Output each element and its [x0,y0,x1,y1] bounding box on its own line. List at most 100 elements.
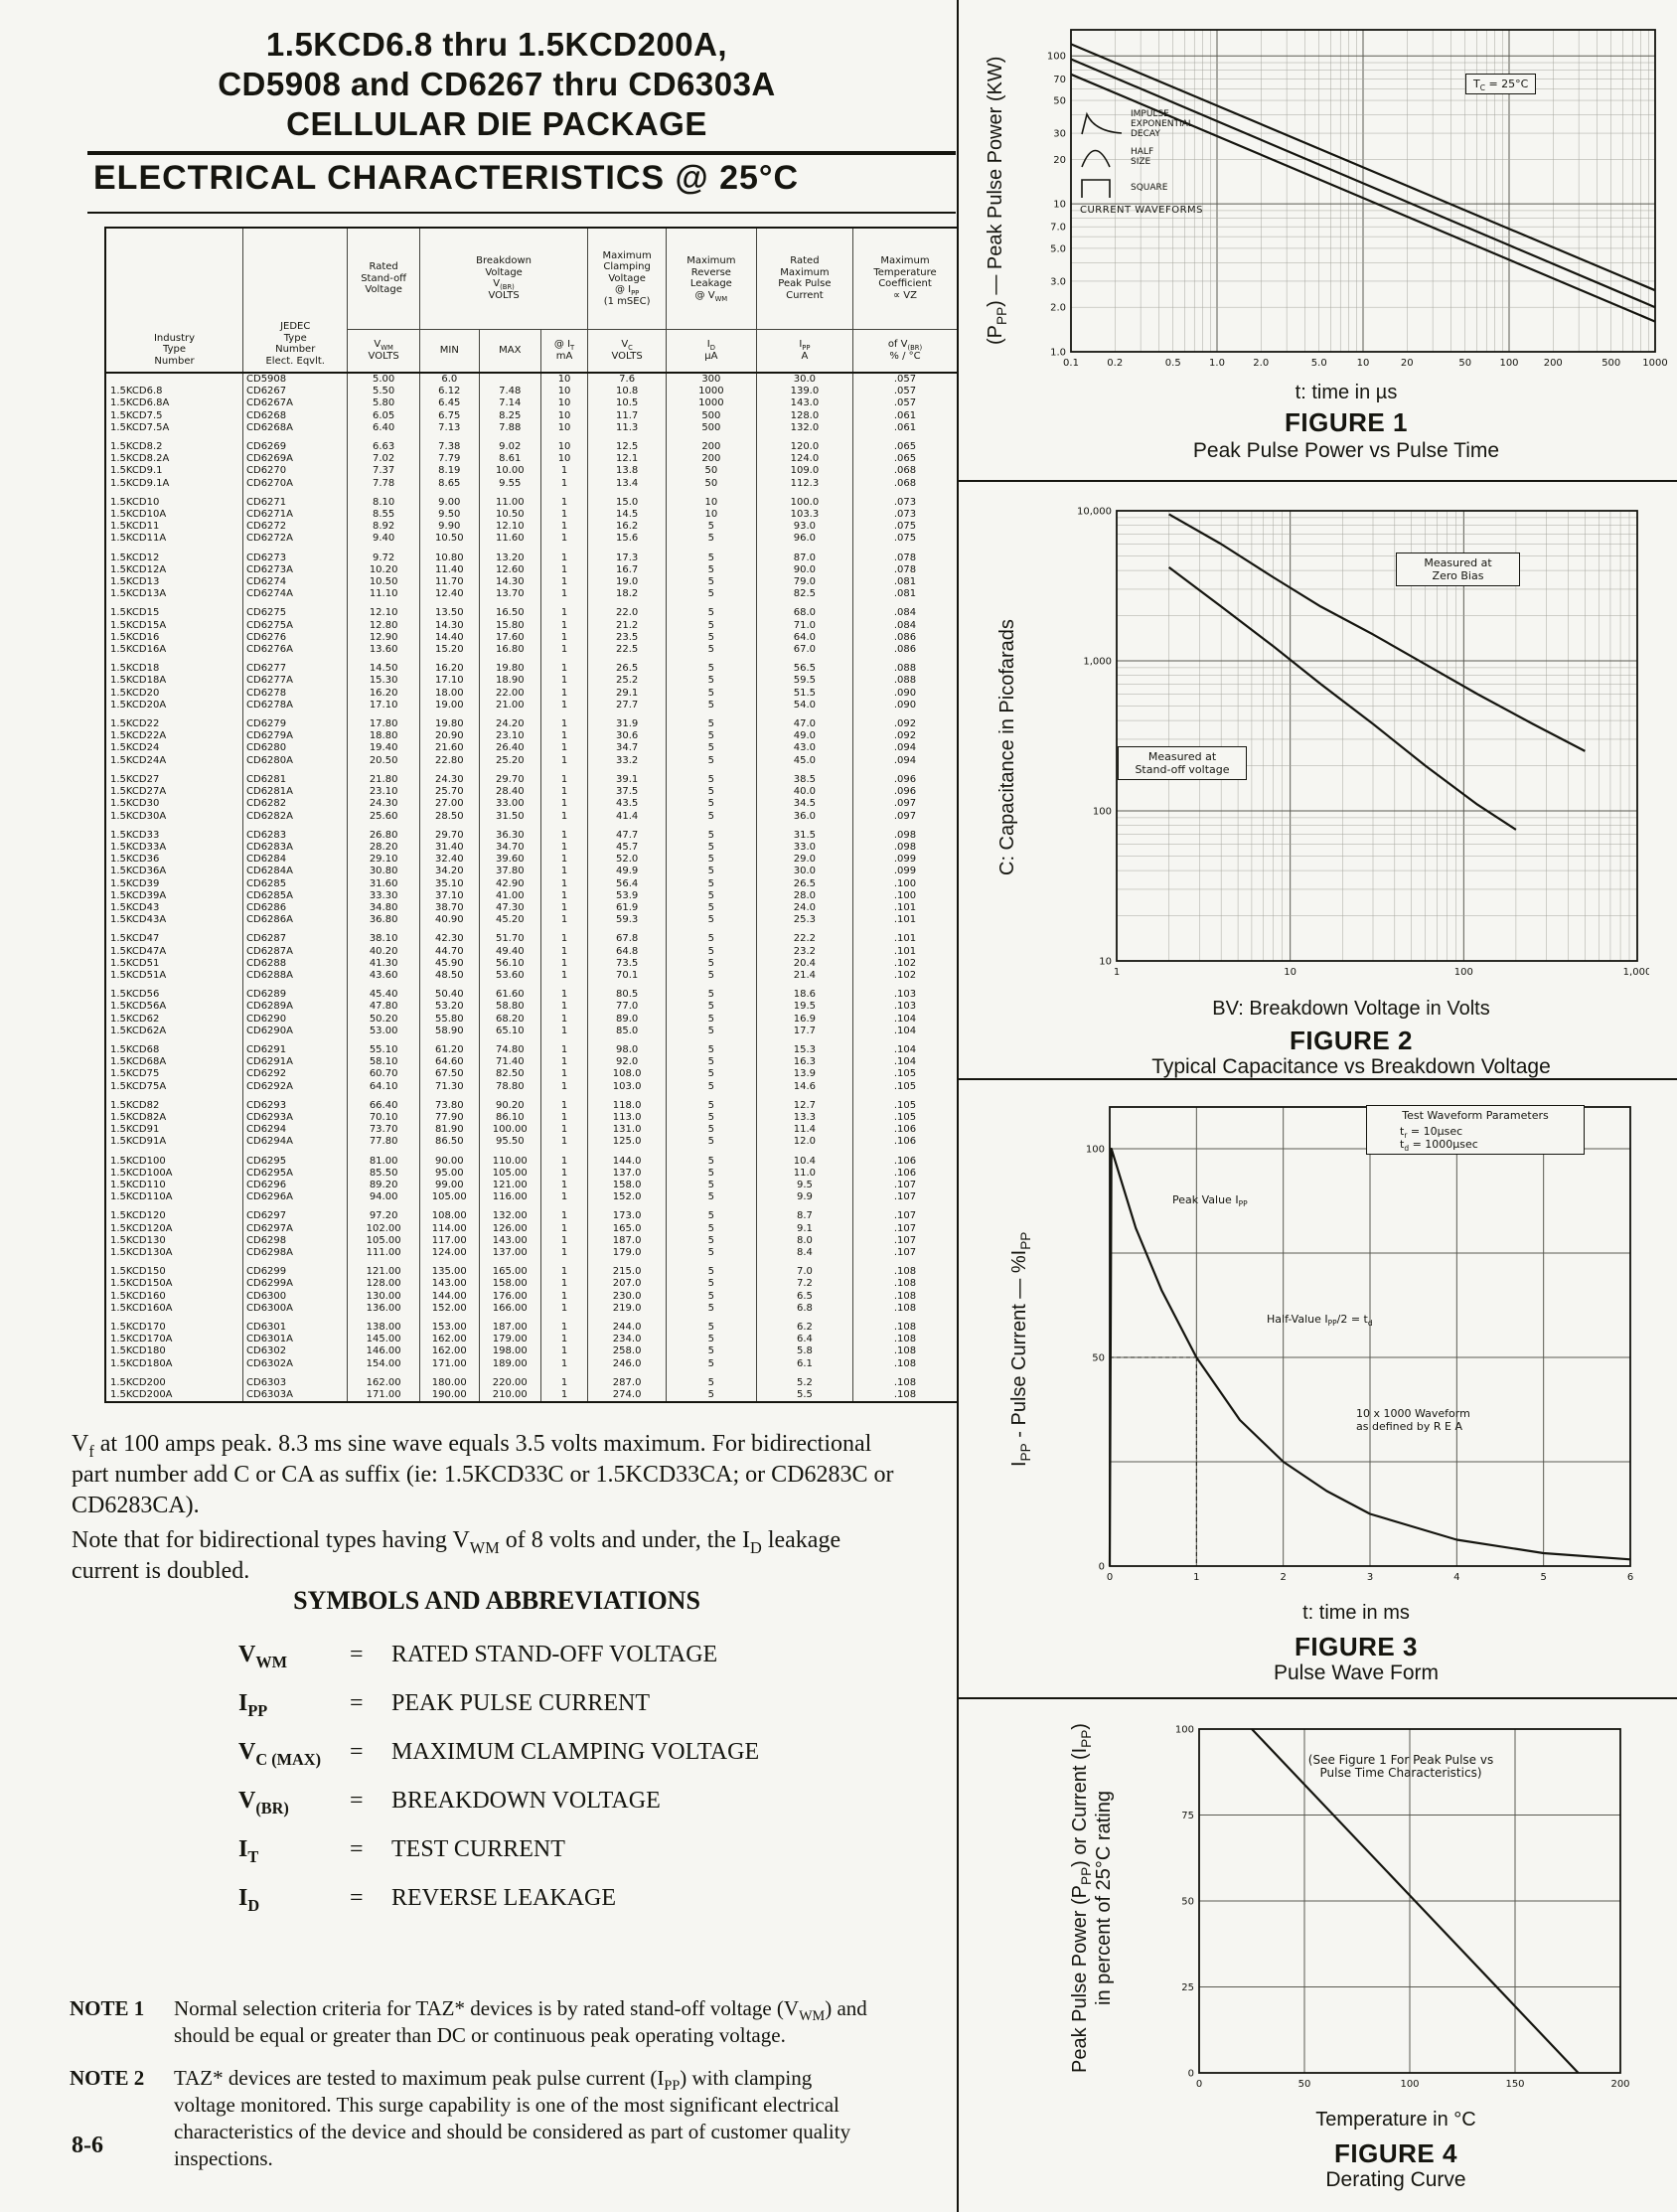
grid [1109,1107,1631,1567]
y-tick-label: 0 [1099,1562,1105,1573]
body-text: Vf at 100 amps peak. 8.3 ms sine wave eq… [72,1429,914,1591]
figure2-xlabel: BV: Breakdown Voltage in Volts [1212,998,1490,1020]
column-divider [957,0,959,2212]
figure4-number: FIGURE 4 [1334,2138,1457,2168]
inset-row-square: SQUARE [1080,175,1308,201]
x-tick-label: 1 [1193,1572,1199,1583]
grid [1198,1728,1621,2074]
table-row: 1.5KCD43 CD6286 34.80 38.70 47.30 1 61.9 5 24.0.… [104,901,959,915]
figure2-standoff-label: Measured at Stand-off voltage [1118,746,1247,780]
table-row: 1.5KCD56A CD6289A 47.80 53.20 58.80 1 77.0 5 19.… [104,1001,959,1014]
table-row: 1.5KCD16 CD6276 12.90 14.40 17.60 1 23.5 5 64.0.… [104,631,959,645]
table-row: 1.5KCD120A CD6297A 102.00 114.00 126.00 1 165.… [104,1222,959,1235]
inset-title: CURRENT WAVEFORMS [1080,205,1204,216]
table-row: 1.5KCD7.5 CD6268 6.05 6.75 8.25 10 11.7 500 128.… [104,409,959,422]
y-tick-label: 5.0 [1050,243,1066,254]
note-2: NOTE 2 TAZ* devices are tested to maximu… [70,2065,909,2172]
table-row: 1.5KCD51 CD6288 41.30 45.90 56.10 1 73.5 5 20.4.… [104,957,959,970]
y-tick-label: 50 [1181,1897,1194,1908]
figure-divider-3 [957,1697,1677,1699]
table-row: 1.5KCD75 CD6292 60.70 67.50 82.50 1 108.0 5 13.9… [104,1068,959,1081]
symbol-definition: V(BR) = BREAKDOWN VOLTAGE [238,1788,874,1816]
series-line [1251,1728,1580,2074]
table-row: 1.5KCD130 CD6298 105.00 117.00 143.00 1 187.0 5… [104,1234,959,1247]
plot-border [1070,29,1656,353]
title-line3: CELLULAR DIE PACKAGE [286,105,707,142]
symbol-definition: ID = REVERSE LEAKAGE [238,1885,874,1915]
note2-label: NOTE 2 [70,2066,145,2090]
y-tick-label: 70 [1053,75,1066,85]
x-tick-label: 0.5 [1165,358,1181,369]
figure1-chart: 0.1 0.2 0.5 1.0 2.0 5.0 10 20 50 100 200 500 1000 100… [1047,29,1668,369]
table-row: 1.5KCD22A CD6279A 18.80 20.90 23.10 1 30.6 5 49.… [104,730,959,743]
symbol: ID [238,1885,260,1915]
table-row: 1.5KCD160A CD6300A 136.00 152.00 166.00 1 219.… [104,1302,959,1316]
x-tick-label: 50 [1458,358,1471,369]
y-tick-label: 10 [1053,200,1066,211]
col-header-standoff: Rated Stand-off Voltage [347,228,420,330]
definition: BREAKDOWN VOLTAGE [391,1788,661,1814]
group-spacer [104,982,959,990]
equals-sign: = [350,1788,364,1814]
table-row: 1.5KCD180A CD6302A 154.00 171.00 189.00 1 246.… [104,1357,959,1370]
figure3-ylabel: IPP - Pulse Current — %IPP [1008,1231,1033,1467]
table-row: 1.5KCD82A CD6293A 70.10 77.90 86.10 1 113.0 5 13… [104,1111,959,1125]
note1-label: NOTE 1 [70,1996,145,2020]
x-tick-label: 150 [1505,2079,1524,2090]
table-row: 1.5KCD200 CD6303 162.00 180.00 220.00 1 287.0 5… [104,1376,959,1390]
x-tick-label: 1000 [1642,358,1667,369]
table-row: 1.5KCD170 CD6301 138.00 153.00 187.00 1 244.0 5… [104,1322,959,1335]
x-tick-label: 3 [1367,1572,1373,1583]
table-row: 1.5KCD68 CD6291 55.10 61.20 74.80 1 98.0 5 15.3.… [104,1043,959,1057]
figure1-tc-label: TC = 25°C [1465,74,1537,94]
plot-border [1116,510,1638,962]
note-1: NOTE 1 Normal selection criteria for TAZ… [70,1995,909,2049]
group-spacer [104,1259,959,1267]
current-waveforms-inset: IMPULSE EXPONENTIAL DECAY HALF SIZE SQUARE … [1080,109,1308,216]
y-tick-label: 3.0 [1050,276,1066,287]
table-row: 1.5KCD39A CD6285A 33.30 37.10 41.00 1 53.9 5 28.… [104,889,959,902]
col-header-pulse: Rated Maximum Peak Pulse Current [755,228,854,330]
group-spacer [104,489,959,497]
title-divider [87,151,956,155]
x-tick-label: 1 [1114,967,1120,978]
figure-divider-2 [957,1078,1677,1080]
title-line2: CD5908 and CD6267 thru CD6303A [218,66,776,102]
table-row: 1.5KCD150A CD6299A 128.00 143.00 158.00 1 207.… [104,1278,959,1291]
table-row: 1.5KCD75A CD6292A 64.10 71.30 78.80 1 103.0 5 14… [104,1080,959,1093]
x-tick-label: 0 [1196,2079,1202,2090]
x-tick-label: 10 [1357,358,1370,369]
x-tick-label: 10 [1284,967,1296,978]
table-row: 1.5KCD8.2 CD6269 6.63 7.38 9.02 10 12.5 200 120.… [104,441,959,454]
table-row: 1.5KCD110A CD6296A 94.00 105.00 116.00 1 152.0… [104,1191,959,1204]
table-row: 1.5KCD27 CD6281 21.80 24.30 29.70 1 39.1 5 38.5.… [104,773,959,787]
note2-text: TAZ* devices are tested to maximum peak … [174,2066,851,2170]
notes: NOTE 1 Normal selection criteria for TAZ… [70,1995,909,2188]
equals-sign: = [350,1642,364,1667]
page-title: 1.5KCD6.8 thru 1.5KCD200A, CD5908 and CD… [149,25,844,144]
table-row: 1.5KCD10A CD6271A 8.55 9.50 10.50 1 14.5 10 103.… [104,509,959,522]
table-row: 1.5KCD62 CD6290 50.20 55.80 68.20 1 89.0 5 16.9.… [104,1013,959,1026]
figure-divider-1 [957,480,1677,482]
equals-sign: = [350,1885,364,1911]
inset-row-impulse: IMPULSE EXPONENTIAL DECAY [1080,109,1308,139]
symbols-list: VWM = RATED STAND-OFF VOLTAGE IPP = PEAK PULS… [238,1642,874,1934]
figure3-param-td: td = 1000µsec [1400,1138,1478,1154]
x-tick-label: 100 [1400,2079,1419,2090]
x-tick-label: 5 [1540,1572,1546,1583]
x-tick-label: 100 [1454,967,1473,978]
table-row: 1.5KCD12 CD6273 9.72 10.80 13.20 1 17.3 5 87.0.0… [104,552,959,564]
figure4-see-figure1-note: (See Figure 1 For Peak Pulse vs Pulse Tim… [1307,1753,1494,1780]
symbol: IT [238,1836,259,1866]
x-tick-label: 2.0 [1253,358,1269,369]
paragraph-bidirectional: Note that for bidirectional types having… [72,1527,841,1584]
figure3-number: FIGURE 3 [1295,1632,1418,1661]
symbol: VWM [238,1642,288,1671]
y-tick-label: 1.0 [1050,348,1066,359]
table-row: 1.5KCD12A CD6273A 10.20 11.40 12.60 1 16.7 5 90.… [104,563,959,577]
table-row: 1.5KCD6.8A CD6267A 5.80 6.45 7.14 10 10.5 1000 1… [104,397,959,410]
figure2-number: FIGURE 2 [1290,1026,1413,1055]
table-row: 1.5KCD51A CD6288A 43.60 48.50 53.60 1 70.1 5 21.… [104,969,959,983]
figure3-params-box: Test Waveform Parameters tr = 10µsec td … [1366,1105,1585,1155]
